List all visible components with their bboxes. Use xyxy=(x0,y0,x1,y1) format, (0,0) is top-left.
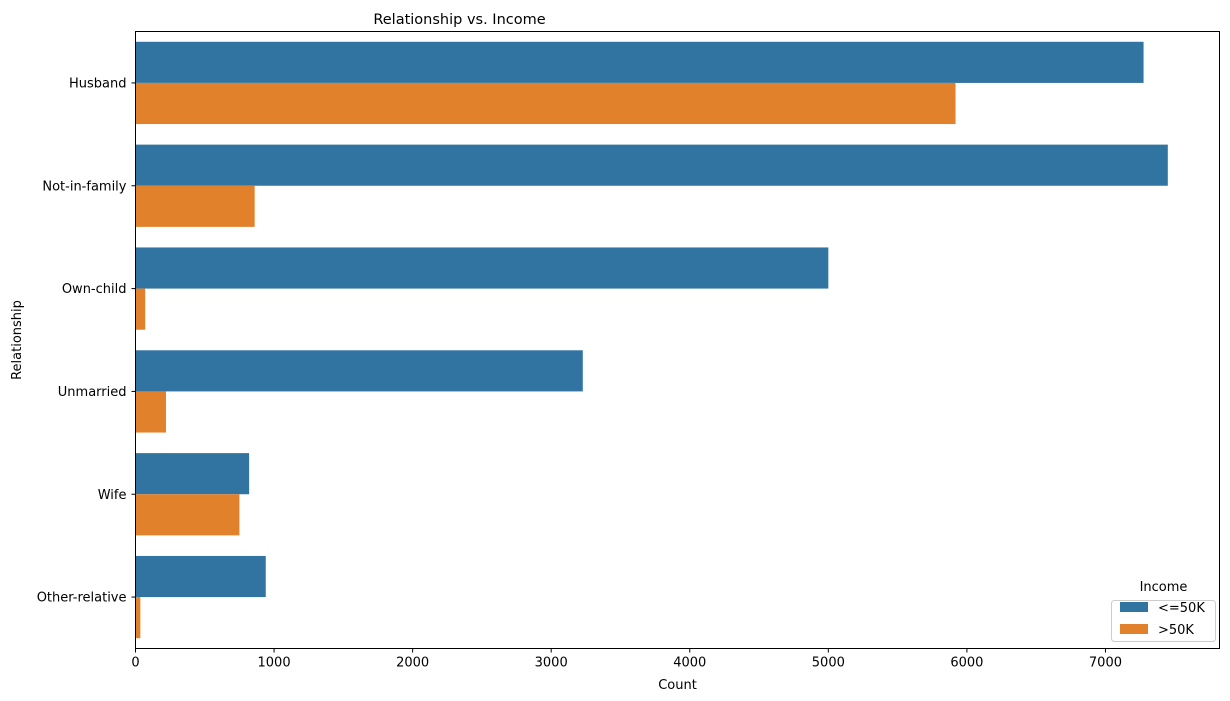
legend-label: >50K xyxy=(1158,623,1194,638)
legend-swatch xyxy=(1120,602,1148,612)
x-tick-label: 7000 xyxy=(1089,656,1122,671)
x-tick-label: 0 xyxy=(131,656,139,671)
y-tick-label: Other-relative xyxy=(37,591,127,606)
bar-own-child-series-2 xyxy=(135,288,146,330)
x-tick-label: 4000 xyxy=(673,656,706,671)
x-axis-ticks: 0 1000 2000 3000 4000 5000 6000 7000 xyxy=(131,648,1122,671)
bar-other-relative-series-2 xyxy=(135,597,141,639)
legend-label: <=50K xyxy=(1158,601,1205,616)
y-tick-label: Husband xyxy=(69,76,127,91)
bar-other-relative-series-1 xyxy=(135,555,266,598)
bar-not-in-family-series-1 xyxy=(135,144,1168,186)
bar-unmarried-series-2 xyxy=(135,391,166,433)
y-axis-label: Relationship xyxy=(10,300,25,380)
x-tick-label: 6000 xyxy=(950,656,983,671)
plot-area xyxy=(135,31,1220,649)
bar-not-in-family-series-2 xyxy=(135,185,255,227)
legend-title: Income xyxy=(1140,580,1188,595)
y-tick-label: Unmarried xyxy=(58,385,127,400)
bar-wife-series-1 xyxy=(135,453,250,495)
x-tick-label: 1000 xyxy=(258,656,291,671)
legend-swatch xyxy=(1120,624,1148,634)
bar-husband-series-2 xyxy=(135,82,956,125)
y-tick-label: Own-child xyxy=(62,282,127,297)
bar-unmarried-series-1 xyxy=(135,350,583,392)
x-tick-label: 3000 xyxy=(535,656,568,671)
legend-entries: <=50K >50K xyxy=(1120,601,1205,638)
chart-title: Relationship vs. Income xyxy=(373,12,545,28)
legend: Income <=50K >50K xyxy=(1111,580,1216,642)
plot-frame xyxy=(135,31,1220,649)
bar-own-child-series-1 xyxy=(135,247,829,289)
x-axis-label: Count xyxy=(658,678,697,693)
y-tick-label: Wife xyxy=(98,488,127,503)
x-tick-label: 5000 xyxy=(812,656,845,671)
bar-wife-series-2 xyxy=(135,494,240,536)
bar-husband-series-1 xyxy=(135,41,1144,83)
y-tick-label: Not-in-family xyxy=(42,179,126,194)
x-tick-label: 2000 xyxy=(396,656,429,671)
y-axis-ticks: Husband Not-in-family Own-child Unmarried Wi… xyxy=(37,76,136,606)
bars xyxy=(135,41,1168,639)
